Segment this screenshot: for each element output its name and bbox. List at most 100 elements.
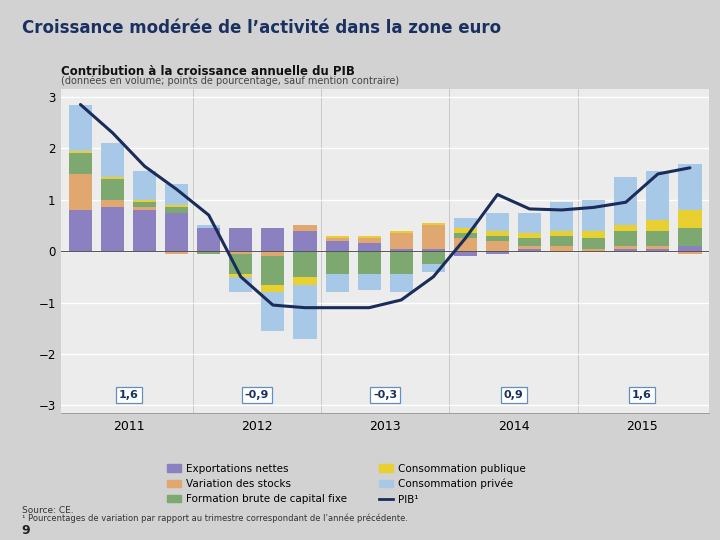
Text: ¹ Pourcentages de variation par rapport au trimestre correspondant de l’année pr: ¹ Pourcentages de variation par rapport … bbox=[22, 513, 408, 523]
Bar bbox=[69, 210, 92, 251]
Bar bbox=[390, 231, 413, 233]
Bar bbox=[647, 248, 670, 251]
Text: -0,3: -0,3 bbox=[373, 390, 397, 400]
Bar bbox=[550, 246, 573, 251]
Bar bbox=[390, 248, 413, 251]
Bar bbox=[614, 246, 637, 248]
Bar bbox=[261, 292, 284, 331]
Bar bbox=[101, 143, 124, 177]
Bar bbox=[229, 254, 253, 274]
Bar bbox=[647, 231, 670, 246]
Bar bbox=[101, 177, 124, 179]
Bar bbox=[550, 231, 573, 235]
Bar bbox=[69, 105, 92, 151]
Bar bbox=[358, 238, 381, 244]
Bar bbox=[101, 179, 124, 200]
Bar bbox=[390, 251, 413, 274]
Bar bbox=[325, 235, 348, 238]
Bar bbox=[454, 218, 477, 228]
Bar bbox=[197, 225, 220, 228]
Bar bbox=[358, 235, 381, 238]
Bar bbox=[229, 277, 253, 292]
Bar bbox=[133, 202, 156, 207]
Bar bbox=[582, 231, 606, 238]
Bar bbox=[486, 241, 509, 251]
Bar bbox=[454, 251, 477, 256]
Bar bbox=[422, 225, 445, 248]
Bar bbox=[261, 256, 284, 285]
Bar bbox=[678, 246, 701, 251]
Bar bbox=[294, 225, 317, 231]
Bar bbox=[69, 151, 92, 153]
Bar bbox=[69, 174, 92, 210]
Bar bbox=[133, 171, 156, 200]
Text: 9: 9 bbox=[22, 523, 30, 537]
Bar bbox=[358, 244, 381, 251]
Bar bbox=[294, 277, 317, 285]
Bar bbox=[325, 238, 348, 241]
Text: (données en volume; points de pourcentage, sauf mention contraire): (données en volume; points de pourcentag… bbox=[61, 76, 400, 86]
Bar bbox=[422, 251, 445, 264]
Bar bbox=[165, 207, 188, 213]
Bar bbox=[229, 274, 253, 277]
Bar bbox=[647, 246, 670, 248]
Bar bbox=[358, 274, 381, 289]
Bar bbox=[197, 228, 220, 251]
Bar bbox=[133, 210, 156, 251]
Bar bbox=[582, 238, 606, 248]
Bar bbox=[197, 251, 220, 254]
Bar bbox=[101, 207, 124, 251]
Bar bbox=[518, 233, 541, 238]
Bar bbox=[518, 246, 541, 248]
Bar bbox=[486, 235, 509, 241]
Bar bbox=[294, 231, 317, 251]
Bar bbox=[261, 285, 284, 292]
Bar bbox=[614, 177, 637, 225]
Bar bbox=[678, 164, 701, 210]
Bar bbox=[358, 251, 381, 274]
Bar bbox=[133, 200, 156, 202]
Bar bbox=[678, 228, 701, 246]
Bar bbox=[518, 213, 541, 233]
Bar bbox=[165, 205, 188, 207]
Bar bbox=[550, 202, 573, 231]
Bar bbox=[486, 231, 509, 235]
Bar bbox=[614, 225, 637, 231]
Bar bbox=[69, 153, 92, 174]
Bar bbox=[582, 248, 606, 251]
Text: Croissance modérée de l’activité dans la zone euro: Croissance modérée de l’activité dans la… bbox=[22, 19, 500, 37]
Bar bbox=[422, 264, 445, 272]
Legend: Exportations nettes, Variation des stocks, Formation brute de capital fixe, Cons: Exportations nettes, Variation des stock… bbox=[166, 464, 526, 504]
Bar bbox=[325, 241, 348, 251]
Bar bbox=[165, 184, 188, 205]
Bar bbox=[422, 248, 445, 251]
Text: 0,9: 0,9 bbox=[504, 390, 523, 400]
Bar bbox=[390, 233, 413, 248]
Bar bbox=[454, 228, 477, 233]
Text: 1,6: 1,6 bbox=[632, 390, 652, 400]
Bar bbox=[454, 238, 477, 251]
Text: -0,9: -0,9 bbox=[245, 390, 269, 400]
Bar bbox=[550, 235, 573, 246]
Bar bbox=[518, 248, 541, 251]
Bar bbox=[486, 251, 509, 254]
Text: 1,6: 1,6 bbox=[119, 390, 138, 400]
Bar bbox=[325, 251, 348, 274]
Text: Source: CE.: Source: CE. bbox=[22, 506, 73, 515]
Bar bbox=[614, 231, 637, 246]
Bar bbox=[647, 171, 670, 220]
Bar bbox=[294, 285, 317, 339]
Bar bbox=[229, 228, 253, 251]
Bar bbox=[678, 210, 701, 228]
Bar bbox=[261, 251, 284, 256]
Bar bbox=[133, 207, 156, 210]
Bar bbox=[486, 213, 509, 231]
Bar bbox=[422, 223, 445, 225]
Bar bbox=[582, 200, 606, 231]
Bar bbox=[678, 251, 701, 254]
Bar bbox=[261, 228, 284, 251]
Bar bbox=[518, 238, 541, 246]
Bar bbox=[614, 248, 637, 251]
Bar bbox=[390, 274, 413, 292]
Bar bbox=[165, 213, 188, 251]
